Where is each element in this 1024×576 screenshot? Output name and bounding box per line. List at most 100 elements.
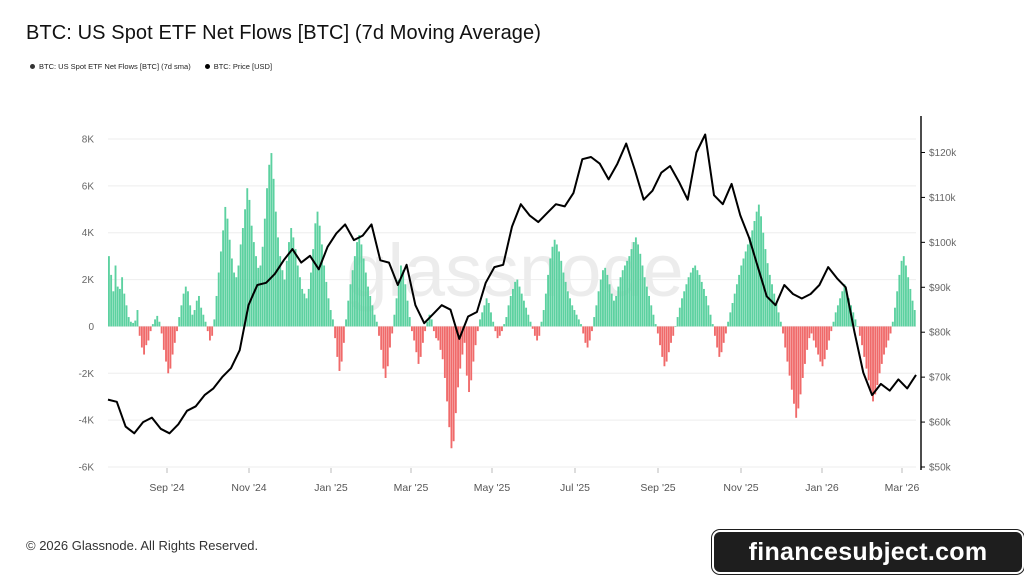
flow-bar — [823, 326, 826, 360]
flow-bar — [235, 277, 238, 327]
flow-bar — [340, 326, 343, 362]
flow-bar — [529, 321, 532, 327]
flow-bar — [711, 324, 714, 327]
flow-bar — [674, 326, 677, 328]
flow-bar — [323, 265, 326, 327]
flow-bar — [540, 321, 543, 327]
flow-bar — [151, 324, 154, 327]
flow-bar — [136, 310, 139, 327]
flow-bar — [560, 260, 563, 327]
flow-bar — [384, 326, 387, 378]
flow-bar — [659, 326, 661, 346]
flow-bar — [632, 242, 635, 327]
flow-bar — [522, 300, 525, 327]
flow-bar — [443, 326, 446, 378]
flow-bar — [676, 317, 679, 327]
flow-bar — [378, 326, 380, 336]
flow-bar — [492, 321, 495, 327]
flow-bar — [828, 326, 831, 341]
flow-bar — [294, 249, 297, 327]
flow-bar — [123, 293, 126, 327]
flow-bar — [362, 258, 365, 327]
flow-bar — [270, 153, 273, 327]
flow-bar — [810, 326, 813, 334]
flow-bar — [184, 286, 187, 327]
legend-item-flows[interactable]: BTC: US Spot ETF Net Flows [BTC] (7d sma… — [30, 62, 191, 71]
flow-bar — [149, 326, 152, 332]
x-tick-label: Jan '25 — [314, 482, 348, 494]
flow-bar — [162, 326, 165, 350]
flow-bar — [654, 324, 657, 327]
flow-bar — [505, 317, 508, 327]
flow-bar — [788, 326, 791, 376]
flow-bar — [852, 312, 855, 327]
flow-bar — [279, 256, 282, 327]
flow-bar — [773, 293, 776, 327]
flow-bar — [490, 312, 492, 327]
right-tick-label: $90k — [929, 283, 952, 294]
flow-bar — [707, 305, 710, 327]
flow-bar — [808, 326, 811, 339]
flow-bar — [538, 326, 541, 336]
flow-bar — [132, 322, 135, 327]
flow-bar — [375, 321, 378, 327]
flow-bar — [129, 321, 132, 327]
flow-bar — [667, 326, 670, 353]
flow-bar — [812, 326, 815, 341]
flow-bar — [224, 206, 227, 327]
flow-bar — [577, 319, 580, 327]
flow-bar — [738, 274, 741, 327]
flow-bar — [692, 267, 694, 327]
legend-item-price[interactable]: BTC: Price [USD] — [204, 62, 272, 71]
flow-bar — [856, 326, 859, 328]
flow-bar — [143, 326, 145, 355]
flow-bar — [204, 321, 207, 327]
flow-bar — [764, 249, 767, 327]
flow-bar — [863, 326, 866, 357]
flow-bar — [672, 326, 675, 336]
flow-bar — [411, 326, 413, 332]
flow-bar — [909, 288, 912, 327]
flow-bar — [841, 291, 844, 327]
flow-bar — [470, 326, 473, 381]
left-tick-label: -2K — [78, 369, 94, 380]
flow-bar — [591, 326, 593, 332]
flow-bar — [509, 295, 512, 327]
flow-bar — [441, 326, 444, 360]
flow-bar — [226, 218, 229, 327]
flow-bar — [830, 326, 833, 332]
flow-bar — [200, 307, 203, 327]
right-axis-ticks: $120k $110k $100k $90k $80k $70k $60k $50k — [921, 148, 957, 474]
flow-bar — [757, 204, 760, 327]
flow-bar — [342, 326, 345, 343]
flow-bar — [461, 326, 464, 355]
flow-bar — [742, 258, 745, 327]
flow-bar — [334, 326, 337, 339]
flow-bar — [547, 274, 549, 327]
flow-bar — [832, 321, 835, 327]
flow-bar — [406, 300, 409, 327]
flow-bar — [395, 298, 398, 327]
flow-bar — [182, 293, 185, 327]
flow-bar — [874, 326, 877, 395]
flow-bar — [380, 326, 383, 350]
flow-bar — [193, 310, 196, 327]
flow-bar — [727, 321, 730, 327]
flow-bar — [817, 326, 820, 355]
flow-bar — [241, 228, 244, 327]
flow-bar — [623, 265, 626, 327]
flow-bar — [804, 326, 806, 364]
flow-bar — [569, 298, 571, 327]
flow-bar — [544, 293, 547, 327]
flow-bar — [498, 326, 501, 336]
flow-bar — [347, 300, 350, 327]
flow-bar — [290, 228, 293, 327]
flow-bar — [825, 326, 828, 350]
flow-bar — [558, 251, 560, 327]
flow-bar — [202, 314, 205, 327]
flow-bar — [536, 326, 539, 341]
flow-bar — [619, 277, 622, 327]
flow-bar — [415, 326, 418, 353]
flow-bar — [542, 310, 545, 327]
flow-bar — [735, 284, 738, 327]
